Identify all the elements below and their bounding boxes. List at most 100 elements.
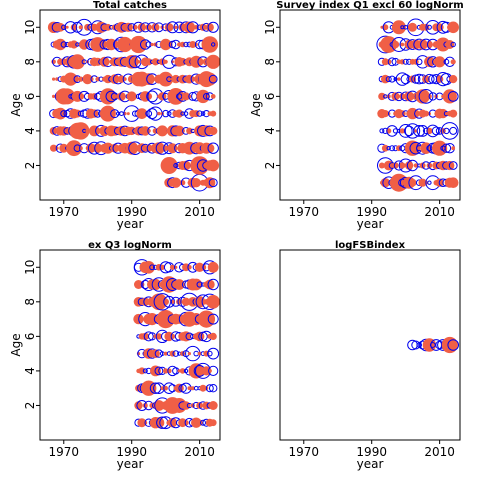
bubble-positive (137, 39, 147, 50)
bubble-negative (385, 76, 392, 83)
bubble-positive (149, 278, 162, 291)
bubble-positive (210, 110, 217, 117)
bubble-negative (443, 127, 450, 135)
panel-frame (279, 9, 461, 201)
x-tick-label: 1990 (116, 445, 147, 459)
bubble-positive (186, 127, 193, 135)
bubble-positive (136, 60, 141, 64)
panel-title: Total catches (93, 0, 167, 11)
bubble-positive (426, 162, 433, 169)
bubble-positive (386, 94, 391, 99)
bubble-positive (449, 109, 458, 118)
bubble-negative (393, 77, 398, 82)
bubble-negative (209, 384, 218, 393)
x-tick-label: 1970 (49, 445, 80, 459)
bubble-positive (397, 77, 401, 81)
bubble-negative (404, 123, 421, 139)
bubble-positive (72, 122, 90, 140)
bubble-positive (151, 23, 160, 32)
bubble-positive (173, 279, 185, 290)
bubble-negative (208, 74, 218, 84)
bubble-positive (169, 350, 176, 357)
bubble-positive (156, 125, 168, 137)
bubble-negative (389, 145, 396, 152)
x-axis-label: year (117, 457, 144, 471)
bubble-negative (431, 126, 441, 136)
bubble-positive (201, 36, 219, 53)
bubble-positive (408, 178, 417, 187)
bubble-negative (447, 91, 459, 102)
x-tick-label: 1990 (356, 445, 387, 459)
bubble-negative (426, 124, 440, 138)
bubble-positive (414, 129, 418, 133)
bubble-positive (137, 23, 147, 32)
bubble-positive (399, 128, 405, 134)
bubble-positive (209, 126, 218, 136)
x-tick-label: 1990 (116, 205, 147, 219)
bubble-positive (69, 40, 79, 49)
bubble-positive (78, 76, 84, 82)
bubble-positive (445, 40, 455, 49)
bubble-negative (185, 332, 194, 341)
bubble-positive (140, 317, 144, 321)
bubble-positive (181, 401, 191, 410)
bubble-negative (183, 41, 189, 48)
bubble-negative (167, 365, 178, 377)
bubble-positive (181, 297, 191, 306)
bubble-negative (143, 331, 154, 342)
bubble-positive (50, 144, 58, 152)
bubble-positive (77, 93, 85, 100)
bubble-positive (190, 386, 195, 391)
bubble-positive (391, 40, 400, 49)
bubble-positive (191, 178, 201, 188)
bubble-negative (110, 109, 120, 119)
bubble-negative (145, 110, 153, 117)
bubble-positive (150, 42, 154, 47)
bubble-negative (207, 347, 220, 360)
y-tick-label: 8 (23, 58, 37, 66)
bubble-positive (398, 110, 406, 117)
x-tick-label: 2010 (424, 205, 455, 219)
bubble-negative (172, 350, 180, 357)
y-tick-label: 4 (23, 367, 37, 375)
bubble-positive (104, 23, 112, 31)
bubble-positive (179, 368, 186, 374)
y-tick-label: 10 (23, 260, 37, 275)
bubble-positive (137, 143, 147, 154)
bubble-negative (154, 366, 164, 376)
bubble-negative (448, 161, 458, 170)
bubble-positive (197, 351, 202, 356)
bubble-negative (395, 72, 409, 86)
bubble-positive (142, 73, 155, 85)
bubble-positive (204, 279, 215, 290)
bubble-negative (418, 89, 434, 104)
bubble-positive (187, 352, 191, 356)
bubble-positive (153, 142, 165, 155)
bubble-positive (126, 91, 137, 102)
bubble-positive (195, 57, 204, 66)
bubble-positive (424, 56, 435, 68)
bubble-negative (450, 41, 456, 48)
bubble-positive (99, 88, 116, 105)
bubble-negative (387, 57, 397, 67)
bubble-positive (189, 41, 197, 48)
bubble-positive (447, 21, 460, 34)
bubble-negative (166, 21, 179, 34)
bubble-positive (59, 88, 76, 105)
bubble-positive (204, 177, 216, 189)
y-tick-label: 4 (263, 127, 277, 135)
bubble-positive (144, 144, 153, 152)
bubble-positive (206, 295, 220, 309)
bubble-positive (125, 141, 139, 155)
bubble-positive (425, 40, 433, 49)
bubble-positive (450, 59, 456, 65)
panel-4: logFSBindex 1970 1990 2010 year (279, 240, 461, 471)
bubble-negative (379, 128, 385, 134)
y-tick-label: 6 (263, 93, 277, 101)
panel-3: ex Q3 logNorm 1970 1990 2010 year 2 4 6 8 10 Age (9, 240, 221, 471)
bubble-positive (183, 21, 196, 33)
bubble-positive (47, 21, 60, 33)
bubble-negative (77, 110, 84, 117)
x-axis-label: year (117, 217, 144, 231)
bubble-positive (146, 128, 151, 133)
